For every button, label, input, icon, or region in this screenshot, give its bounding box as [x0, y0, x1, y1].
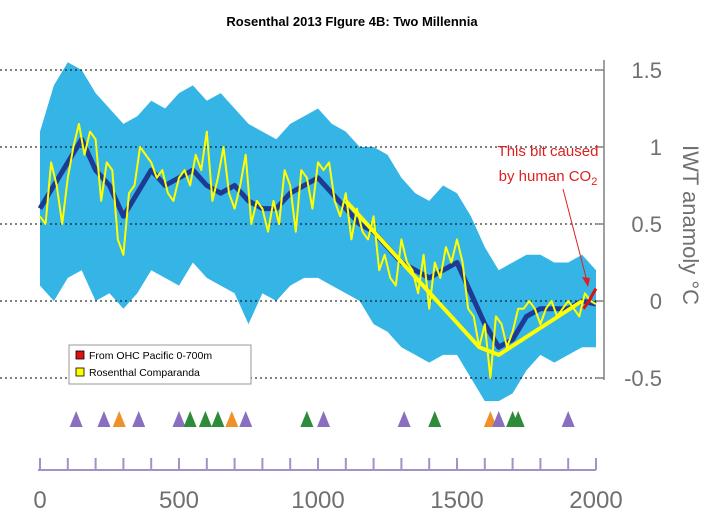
- sample-marker-purple: [172, 411, 186, 427]
- x-tick-labels: 0 500 1000 1500 2000: [33, 487, 622, 514]
- sample-marker-purple: [317, 411, 331, 427]
- uncertainty-band: [40, 62, 596, 402]
- y-tick-labels: 1.5 1 0.5 0 -0.5: [596, 58, 662, 391]
- annotation-line-2: by human CO2: [499, 168, 598, 188]
- sample-marker-purple: [492, 411, 506, 427]
- chart-title: Rosenthal 2013 FIgure 4B: Two Millennia: [226, 14, 478, 29]
- legend: From OHC Pacific 0-700m Rosenthal Compar…: [68, 344, 252, 385]
- y-tick-label: 0: [650, 289, 662, 314]
- sample-marker-green: [198, 411, 212, 427]
- trend-line: [344, 199, 584, 357]
- annotation-line-1: This bit caused: [498, 143, 599, 160]
- sample-markers: [69, 411, 575, 427]
- annotation-line-2-text: by human CO: [499, 168, 592, 185]
- sample-marker-purple: [561, 411, 575, 427]
- legend-box: [68, 344, 252, 385]
- legend-swatch-comparanda: [75, 367, 85, 377]
- comparanda-line: [39, 122, 597, 379]
- x-tick-label: 500: [159, 487, 199, 514]
- annotation: This bit caused by human CO2: [498, 143, 599, 287]
- sample-marker-green: [211, 411, 225, 427]
- x-axis: [38, 458, 597, 471]
- sample-marker-green: [300, 411, 314, 427]
- sample-marker-purple: [69, 411, 83, 427]
- annotation-arrow: [562, 188, 589, 286]
- x-tick-label: 0: [33, 487, 46, 514]
- annotation-subscript: 2: [591, 176, 597, 188]
- x-tick-label: 2000: [569, 487, 622, 514]
- ohc-pacific-line: [582, 287, 598, 310]
- sample-marker-green: [183, 411, 197, 427]
- legend-swatch-ohc: [75, 350, 85, 360]
- y-tick-label: -0.5: [624, 366, 662, 391]
- sample-marker-purple: [397, 411, 411, 427]
- x-tick-label: 1500: [430, 487, 483, 514]
- sample-marker-orange: [483, 411, 497, 427]
- y-tick-label: 1: [650, 135, 662, 160]
- y-axis-label: IWT anamoly °C: [678, 145, 703, 305]
- sample-marker-purple: [132, 411, 146, 427]
- sample-marker-purple: [239, 411, 253, 427]
- sample-marker-green: [511, 411, 525, 427]
- legend-label-ohc: From OHC Pacific 0-700m: [89, 350, 212, 362]
- x-tick-label: 1000: [291, 487, 344, 514]
- sample-marker-orange: [112, 411, 126, 427]
- annotation-arrowhead: [582, 277, 590, 287]
- y-tick-label: 1.5: [631, 58, 662, 83]
- plot-area: [0, 62, 604, 402]
- sample-marker-green: [428, 411, 442, 427]
- y-tick-label: 0.5: [631, 212, 662, 237]
- median-line: [37, 136, 597, 350]
- legend-label-comparanda: Rosenthal Comparanda: [89, 367, 200, 379]
- sample-marker-purple: [97, 411, 111, 427]
- sample-marker-orange: [225, 411, 239, 427]
